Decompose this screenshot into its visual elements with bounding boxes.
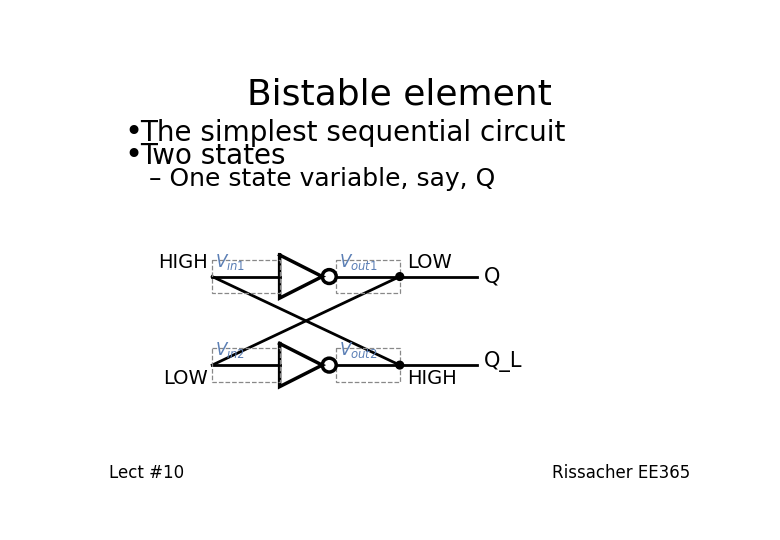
Bar: [336, 348, 400, 382]
Circle shape: [396, 361, 403, 369]
Text: Q: Q: [484, 267, 500, 287]
Text: – One state variable, say, Q: – One state variable, say, Q: [150, 167, 495, 191]
Text: The simplest sequential circuit: The simplest sequential circuit: [140, 119, 566, 146]
Text: •: •: [125, 141, 143, 170]
Text: Bistable element: Bistable element: [247, 77, 552, 111]
Text: LOW: LOW: [164, 369, 208, 388]
Text: •: •: [125, 118, 143, 147]
Bar: [212, 260, 279, 294]
Text: HIGH: HIGH: [158, 253, 208, 272]
Text: LOW: LOW: [407, 253, 452, 272]
Circle shape: [396, 273, 403, 280]
Text: $V_{in1}$: $V_{in1}$: [215, 252, 246, 272]
Text: Two states: Two states: [140, 141, 285, 170]
Text: $V_{in2}$: $V_{in2}$: [215, 341, 246, 361]
Text: HIGH: HIGH: [407, 369, 457, 388]
Bar: [336, 260, 400, 294]
Text: Lect #10: Lect #10: [109, 464, 184, 482]
Text: Q_L: Q_L: [484, 351, 522, 372]
Bar: [212, 348, 279, 382]
Text: Rissacher EE365: Rissacher EE365: [552, 464, 690, 482]
Text: $V_{out2}$: $V_{out2}$: [339, 341, 378, 361]
Text: $V_{out1}$: $V_{out1}$: [339, 252, 378, 272]
